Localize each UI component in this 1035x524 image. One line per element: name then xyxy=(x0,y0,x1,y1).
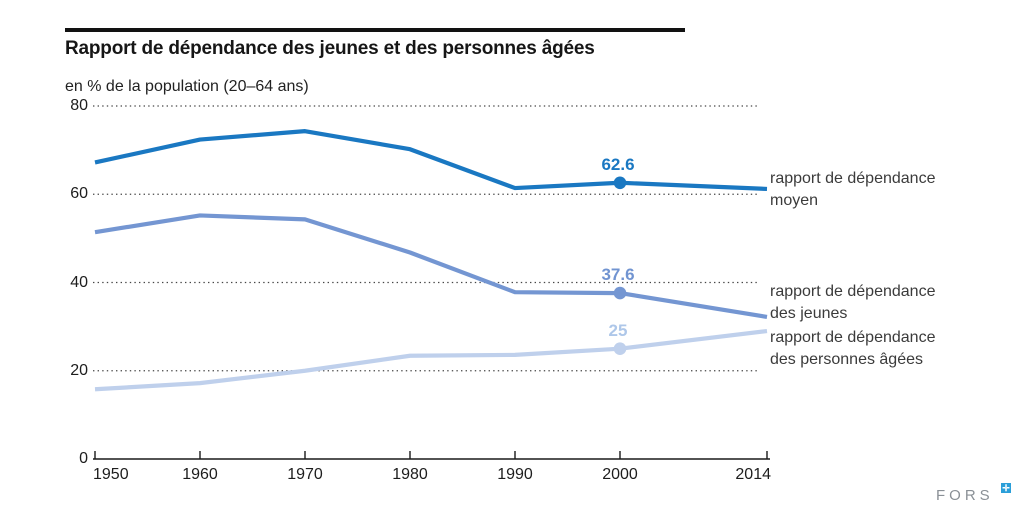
series-line-0 xyxy=(94,129,768,192)
value-label-series-1: 37.6 xyxy=(601,265,635,285)
x-tick-label-1990: 1990 xyxy=(497,466,533,483)
legend-jeunes-line1: rapport de dépendance xyxy=(770,283,936,300)
legend-moyen-line2: moyen xyxy=(770,192,819,209)
y-tick-label-60: 60 xyxy=(70,185,88,203)
x-tick-label-2000: 2000 xyxy=(602,466,638,483)
legend-jeunes: rapport de dépendance des jeunes xyxy=(770,281,1020,325)
value-label-series-0: 62.6 xyxy=(601,154,635,174)
legend-agees: rapport de dépendance des personnes âgée… xyxy=(770,327,1020,371)
y-tick-label-80: 80 xyxy=(70,97,88,114)
x-tick-label-1970: 1970 xyxy=(287,466,323,483)
y-tick-label-40: 40 xyxy=(70,273,88,291)
y-tick-label-20: 20 xyxy=(70,361,88,379)
series-marker-0 xyxy=(613,176,627,190)
legend-jeunes-line2: des jeunes xyxy=(770,305,848,322)
y-tick-label-0: 0 xyxy=(79,450,88,467)
legend-moyen: rapport de dépendance moyen xyxy=(770,168,1020,212)
series-marker-2 xyxy=(613,342,627,355)
series-line-2 xyxy=(94,328,768,392)
value-label-series-2: 25 xyxy=(608,320,628,340)
title-rule xyxy=(65,28,685,32)
chart-title: Rapport de dépendance des jeunes et des … xyxy=(65,38,595,59)
legend-agees-line1: rapport de dépendance xyxy=(770,329,936,346)
legend-moyen-line1: rapport de dépendance xyxy=(770,170,936,187)
legend-agees-line2: des personnes âgées xyxy=(770,351,923,368)
x-tick-label-1980: 1980 xyxy=(392,466,428,483)
series-marker-1 xyxy=(613,286,627,300)
fors-logo-text: FORS xyxy=(936,487,994,504)
x-tick-label-1950: 1950 xyxy=(93,466,129,483)
x-tick-label-2014: 2014 xyxy=(735,466,771,483)
fors-logo-icon: ✛ xyxy=(1001,483,1011,493)
x-tick-label-1960: 1960 xyxy=(182,466,218,483)
chart-subtitle: en % de la population (20–64 ans) xyxy=(65,78,309,95)
series-line-1 xyxy=(94,213,768,319)
